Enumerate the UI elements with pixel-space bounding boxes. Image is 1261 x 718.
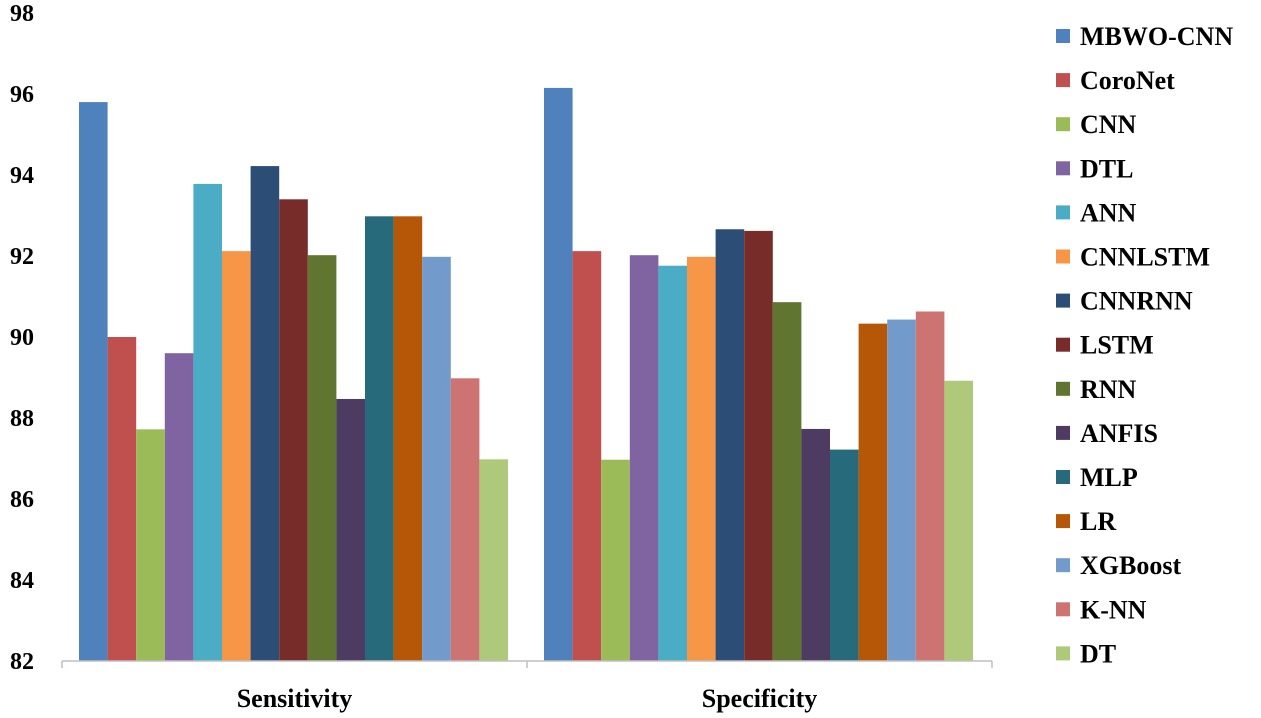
legend-swatch [1056, 470, 1070, 484]
legend-label: CNNRNN [1080, 287, 1193, 316]
bar-xgboost-sensitivity [422, 256, 451, 661]
legend: MBWO-CNN CoroNet CNN DTL ANN CNNLSTM CNNRNN LST… [1056, 22, 1233, 668]
legend-swatch [1056, 381, 1070, 396]
bar-cnn-specificity [601, 459, 630, 661]
legend-label: K-NN [1080, 595, 1147, 624]
legend-swatch [1056, 205, 1070, 220]
y-tick-label: 90 [10, 325, 34, 351]
bar-mlp-sensitivity [365, 216, 394, 661]
legend-label: RNN [1080, 375, 1137, 404]
bar-lstm-sensitivity [279, 199, 308, 662]
legend-label: LR [1080, 507, 1116, 536]
y-tick-label: 98 [10, 1, 34, 27]
legend-item: MBWO-CNN [1056, 22, 1233, 51]
bar-rnn-sensitivity [307, 255, 337, 661]
legend-item: DT [1056, 639, 1116, 668]
bar-dtl-specificity [629, 255, 659, 661]
legend-label: MLP [1080, 463, 1138, 492]
legend-swatch [1056, 337, 1070, 352]
legend-item: XGBoost [1056, 551, 1181, 580]
legend-swatch [1056, 117, 1070, 132]
bar-mbwo-cnn-sensitivity [79, 102, 108, 662]
legend-item: ANN [1056, 198, 1137, 227]
legend-label: CNNLSTM [1080, 243, 1210, 272]
category-label: Specificity [702, 684, 818, 713]
category-label: Sensitivity [237, 684, 353, 713]
y-tick-label: 82 [10, 649, 34, 675]
legend-item: CNNLSTM [1056, 243, 1210, 272]
bar-dt-sensitivity [479, 459, 508, 661]
y-tick-label: 96 [10, 82, 34, 108]
legend-item: DTL [1056, 154, 1133, 183]
bar-ann-specificity [658, 265, 687, 661]
legend-item: ANFIS [1056, 419, 1158, 448]
legend-swatch [1056, 29, 1070, 43]
bar-cnnrnn-specificity [715, 229, 745, 661]
legend-label: ANFIS [1080, 419, 1158, 448]
bar-lstm-specificity [744, 230, 773, 661]
legend-label: CNN [1080, 110, 1137, 139]
y-tick-label: 94 [10, 163, 34, 189]
bars [79, 87, 973, 662]
bar-mbwo-cnn-specificity [544, 87, 573, 662]
bar-lr-specificity [858, 323, 888, 661]
bar-lr-sensitivity [393, 216, 423, 661]
legend-item: CoroNet [1056, 66, 1175, 95]
legend-swatch [1056, 161, 1070, 176]
legend-label: CoroNet [1080, 66, 1175, 95]
legend-label: LSTM [1080, 331, 1154, 360]
legend-item: CNN [1056, 110, 1137, 139]
y-axis-ticks: 82 84 86 88 90 92 94 96 98 [10, 1, 34, 675]
legend-swatch [1056, 73, 1070, 88]
bar-cnnrnn-sensitivity [250, 166, 280, 661]
legend-item: MLP [1056, 463, 1138, 492]
y-tick-label: 84 [10, 568, 34, 594]
legend-item: LR [1056, 507, 1116, 536]
bar-rnn-specificity [772, 302, 802, 661]
bar-cnnlstm-sensitivity [222, 251, 251, 661]
legend-item: RNN [1056, 375, 1137, 404]
legend-swatch [1056, 646, 1070, 661]
legend-swatch [1056, 558, 1070, 573]
legend-label: MBWO-CNN [1080, 22, 1233, 51]
legend-swatch [1056, 293, 1070, 308]
y-tick-label: 88 [10, 406, 34, 432]
legend-item: K-NN [1056, 595, 1147, 624]
legend-item: LSTM [1056, 331, 1154, 360]
legend-swatch [1056, 249, 1070, 264]
bar-anfis-specificity [801, 428, 830, 661]
bar-k-nn-sensitivity [450, 378, 480, 661]
y-tick-label: 92 [10, 244, 34, 270]
legend-label: DT [1080, 639, 1116, 668]
bar-xgboost-specificity [887, 319, 916, 661]
bar-mlp-specificity [830, 449, 859, 661]
bar-cnn-sensitivity [136, 429, 165, 661]
bar-coronet-sensitivity [107, 337, 137, 661]
legend-label: ANN [1080, 198, 1137, 227]
legend-swatch [1056, 602, 1070, 617]
x-axis-categories: Sensitivity Specificity [237, 684, 818, 713]
bar-anfis-sensitivity [336, 398, 365, 661]
legend-item: CNNRNN [1056, 287, 1193, 316]
y-tick-label: 86 [10, 487, 34, 513]
legend-swatch [1056, 425, 1070, 440]
legend-label: DTL [1080, 154, 1133, 183]
legend-swatch [1056, 514, 1070, 529]
bar-coronet-specificity [572, 251, 602, 661]
x-axis-ticks [61, 661, 993, 668]
bar-k-nn-specificity [915, 311, 945, 661]
legend-label: XGBoost [1080, 551, 1181, 580]
bar-ann-sensitivity [193, 183, 222, 661]
bar-cnnlstm-specificity [687, 256, 716, 661]
bar-dt-specificity [944, 380, 973, 661]
bar-dtl-sensitivity [164, 353, 194, 661]
